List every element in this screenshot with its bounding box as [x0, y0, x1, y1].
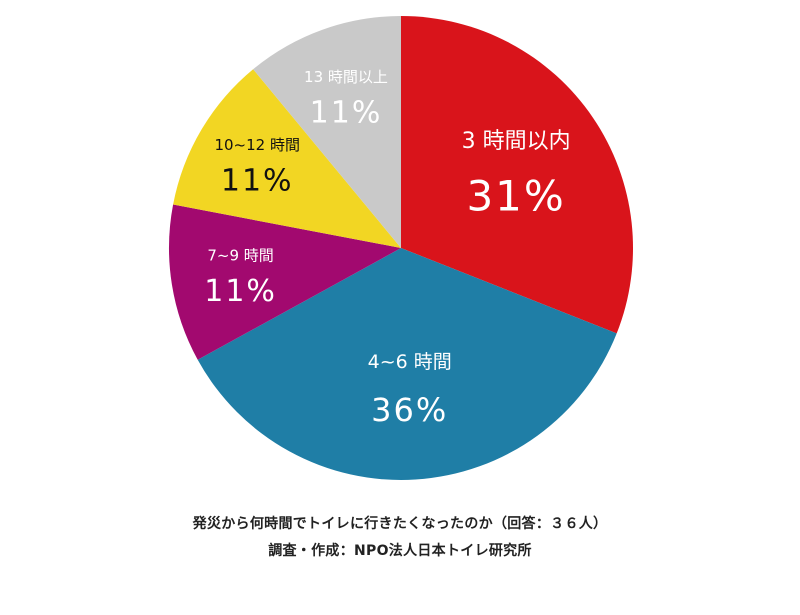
pie-slice-label-0: 3 時間以内: [462, 129, 571, 154]
chart-caption-question: 発災から何時間でトイレに行きたくなったのか（回答：３６人）: [192, 516, 608, 532]
pie-slice-percent-2: 11%: [204, 274, 277, 309]
pie-slice-percent-3: 11%: [221, 163, 294, 198]
pie-slice-label-4: 13 時間以上: [304, 68, 388, 86]
pie-slice-label-2: 7~9 時間: [207, 246, 273, 264]
pie-slice-3: [173, 69, 401, 248]
pie-slice-4: [253, 16, 401, 248]
pie-labels: 3 時間以内 31% 4~6 時間 36% 7~9 時間 11% 10~12 時間 11% 13…: [204, 68, 570, 429]
pie-slice-label-3: 10~12 時間: [214, 136, 300, 154]
pie-slice-percent-1: 36%: [371, 391, 448, 429]
pie-slice-label-1: 4~6 時間: [368, 351, 452, 373]
pie-slice-percent-4: 11%: [310, 96, 383, 131]
pie-slice-2: [169, 204, 401, 360]
pie-chart: 3 時間以内 31% 4~6 時間 36% 7~9 時間 11% 10~12 時間 11% 13…: [169, 16, 633, 480]
chart-caption-source: 調査・作成：NPO法人日本トイレ研究所: [268, 543, 532, 559]
pie-slices: [169, 16, 633, 480]
pie-slice-0: [401, 16, 633, 334]
pie-slice-1: [197, 248, 617, 480]
pie-slice-percent-0: 31%: [466, 171, 565, 220]
